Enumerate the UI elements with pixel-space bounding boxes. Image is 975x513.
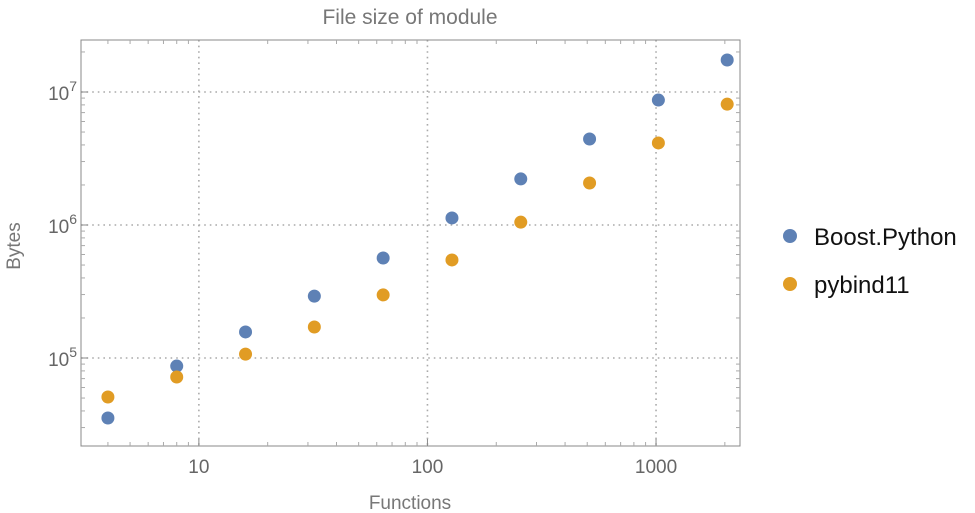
data-point bbox=[720, 53, 734, 67]
data-point bbox=[170, 359, 184, 373]
data-point bbox=[583, 132, 597, 146]
data-point bbox=[170, 370, 184, 384]
data-point bbox=[307, 320, 321, 334]
data-point bbox=[101, 411, 115, 425]
chart-title: File size of module bbox=[322, 6, 497, 29]
data-point bbox=[651, 136, 665, 150]
data-point bbox=[239, 325, 253, 339]
data-point bbox=[651, 93, 665, 107]
data-point bbox=[720, 97, 734, 111]
grid bbox=[81, 40, 740, 446]
y-tick-label: 105 bbox=[48, 344, 77, 371]
data-point bbox=[445, 253, 459, 267]
y-tick-label: 107 bbox=[48, 78, 77, 105]
data-point bbox=[514, 215, 528, 229]
legend-label: Boost.Python bbox=[814, 224, 957, 251]
x-tick-labels: 10 100 1000 bbox=[188, 457, 677, 478]
plot-frame bbox=[80, 39, 741, 447]
data-point bbox=[445, 211, 459, 225]
series-boost-python bbox=[101, 53, 734, 425]
y-axis-label: Bytes bbox=[4, 222, 25, 270]
legend: Boost.Python pybind11 bbox=[783, 224, 957, 299]
x-tick-label: 10 bbox=[188, 457, 209, 478]
data-points bbox=[101, 53, 734, 425]
series-pybind11 bbox=[101, 97, 734, 404]
data-point bbox=[101, 390, 115, 404]
data-point bbox=[239, 347, 253, 361]
data-point bbox=[307, 289, 321, 303]
legend-label: pybind11 bbox=[814, 272, 910, 299]
x-tick-label: 100 bbox=[412, 457, 444, 478]
legend-marker bbox=[783, 229, 797, 243]
x-axis-label: Functions bbox=[369, 493, 451, 513]
y-tick-labels: 105 106 107 bbox=[48, 78, 77, 371]
x-tick-label: 1000 bbox=[635, 457, 677, 478]
data-point bbox=[583, 176, 597, 190]
data-point bbox=[514, 172, 528, 186]
data-point bbox=[376, 288, 390, 302]
legend-marker bbox=[783, 277, 797, 291]
y-tick-label: 106 bbox=[48, 211, 77, 238]
data-point bbox=[376, 251, 390, 265]
minor-ticks bbox=[81, 40, 740, 446]
